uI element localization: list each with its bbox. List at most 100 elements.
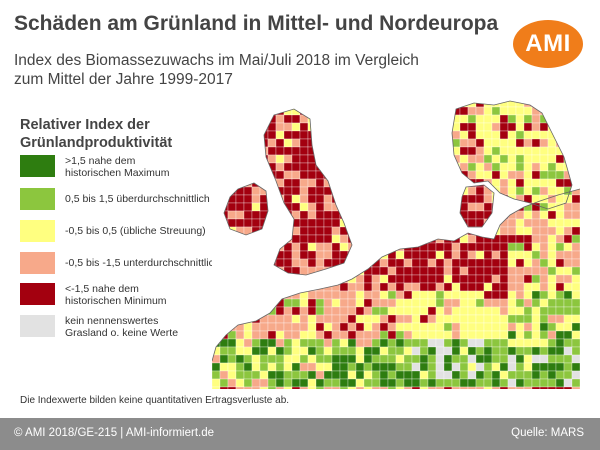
region-cell [267,386,277,389]
region-cell [547,290,557,300]
region-cell [451,378,461,388]
region-cell [443,314,453,324]
region-cell [499,378,509,388]
region-cell [475,306,485,316]
disclaimer-note: Die Indexwerte bilden keine quantitative… [20,395,290,406]
region-cell [275,122,285,132]
region-cell [363,290,373,300]
region-cell [403,298,413,308]
region-cell [395,314,405,324]
region-cell [491,330,501,340]
region-cell [459,258,469,268]
region-cell [243,186,253,196]
region-cell [419,266,429,276]
region-cell [331,386,341,389]
region-cell [459,130,469,140]
region-cell [403,346,413,356]
region-cell [443,370,453,380]
region-cell [275,330,285,340]
region-cell [347,330,357,340]
region-cell [571,210,580,220]
region-cell [315,250,325,260]
region-cell [275,370,285,380]
region-cell [419,314,429,324]
region-cell [315,386,325,389]
region-cell [291,258,301,268]
region-cell [499,154,509,164]
footer-copyright: © AMI 2018/GE-215 | AMI-informiert.de [14,427,215,439]
region-cell [315,202,325,212]
region-cell [347,354,357,364]
region-cell [555,170,565,180]
region-cell [299,138,309,148]
region-cell [419,298,429,308]
region-cell [219,378,229,388]
region-cell [227,354,237,364]
legend-item-below-average: -0,5 bis -1,5 unterdurchschnittlich [20,252,270,278]
region-cell [315,322,325,332]
region-cell [483,130,493,140]
region-cell [491,114,501,124]
region-cell [523,354,533,364]
jutland-outline [459,184,495,228]
region-cell [451,386,461,389]
region-cell [547,258,557,268]
legend-label-no-data-line-2: Grasland o. keine Werte [65,327,179,339]
region-cell [315,226,325,236]
region-cell [411,274,421,284]
region-cell [491,130,501,140]
region-cell [387,322,397,332]
region-cell [531,130,541,140]
region-cell [547,378,557,388]
region-cell [571,298,580,308]
region-cell [387,290,397,300]
region-cell [251,386,261,389]
region-cell [483,170,493,180]
region-cell [323,362,333,372]
region-cell [323,314,333,324]
region-cell [235,194,245,204]
region-cell [419,346,429,356]
region-cell [299,306,309,316]
region-cell [475,106,485,116]
region-cell [475,242,485,252]
region-cell [443,362,453,372]
region-cell [523,170,533,180]
region-cell [443,330,453,340]
region-cell [467,370,477,380]
region-cell [571,346,580,356]
region-cell [307,290,317,300]
region-cell [315,186,325,196]
region-cell [499,250,509,260]
region-cell [435,290,445,300]
region-cell [299,154,309,164]
region-cell [555,298,565,308]
region-cell [259,354,269,364]
region-cell [323,322,333,332]
region-cell [403,282,413,292]
region-cell [515,226,525,236]
region-cell [539,122,549,132]
region-cell [547,226,557,236]
region-cell [251,338,261,348]
region-cell [259,386,269,389]
region-cell [283,250,293,260]
region-cell [427,346,437,356]
region-cell [571,266,580,276]
region-cell [547,170,557,180]
region-cell [371,322,381,332]
region-cell [403,338,413,348]
region-cell [451,314,461,324]
region-cell [539,226,549,236]
legend-swatch-normal [20,220,55,242]
region-cell [299,378,309,388]
region-cell [563,330,573,340]
region-cell [363,298,373,308]
region-cell [275,154,285,164]
region-cell [555,210,565,220]
region-cell [299,362,309,372]
region-cell [459,138,469,148]
region-cell [507,338,517,348]
region-cell [467,146,477,156]
region-cell [563,306,573,316]
